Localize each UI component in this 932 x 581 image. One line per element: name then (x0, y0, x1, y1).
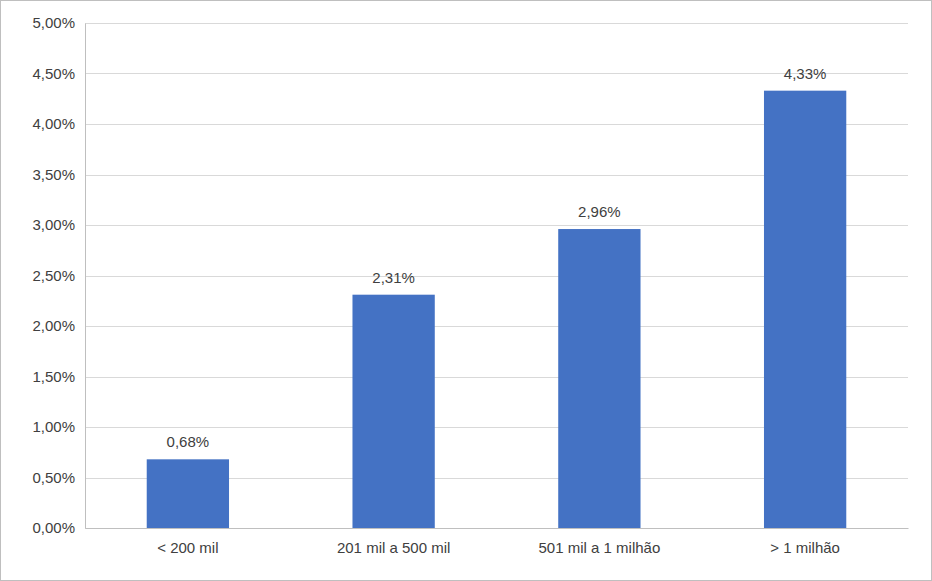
y-tick-label: 1,00% (32, 418, 75, 435)
y-tick-label: 4,50% (32, 65, 75, 82)
data-label: 4,33% (784, 65, 827, 82)
x-tick: < 200 mil (157, 528, 218, 556)
x-tick: 201 mil a 500 mil (337, 528, 450, 556)
y-tick: 5,00% (32, 14, 85, 31)
data-label: 2,31% (372, 269, 415, 286)
bar (147, 459, 229, 528)
y-tick-label: 0,00% (32, 519, 75, 536)
x-tick: > 1 milhão (770, 528, 840, 556)
y-tick: 0,50% (32, 469, 85, 486)
y-tick: 0,00% (32, 519, 85, 536)
grid-line (85, 528, 908, 529)
bar (558, 229, 640, 528)
chart-frame (1, 1, 932, 581)
y-tick-label: 1,50% (32, 368, 75, 385)
x-axis: < 200 mil 201 mil a 500 mil 501 mil a 1 mi… (86, 528, 909, 556)
bar (764, 91, 846, 528)
grid-line (85, 23, 908, 24)
data-label: 0,68% (167, 433, 210, 450)
plot: 0,00% 0,50% 1,00% 1,50% 2,00% 2,50% 3,00% 3,50%… (32, 14, 908, 555)
x-tick-label: > 1 milhão (770, 539, 840, 556)
y-tick: 3,00% (32, 216, 85, 233)
bars (147, 91, 847, 528)
y-tick-label: 3,00% (32, 216, 75, 233)
chart: 0,00% 0,50% 1,00% 1,50% 2,00% 2,50% 3,00% 3,50%… (0, 0, 932, 581)
y-tick-label: 2,00% (32, 317, 75, 334)
y-tick: 1,50% (32, 368, 85, 385)
x-axis-line (86, 528, 909, 529)
x-tick-label: 501 mil a 1 milhão (539, 539, 661, 556)
y-tick: 2,00% (32, 317, 85, 334)
y-tick: 4,00% (32, 115, 85, 132)
y-tick: 3,50% (32, 166, 85, 183)
y-tick-label: 4,00% (32, 115, 75, 132)
y-tick: 2,50% (32, 267, 85, 284)
data-label: 2,96% (578, 203, 621, 220)
y-axis-line (85, 24, 86, 529)
y-tick-label: 0,50% (32, 469, 75, 486)
grid (85, 24, 908, 529)
y-tick-label: 5,00% (32, 14, 75, 31)
data-labels: 0,68% 2,31% 2,96% 4,33% (167, 65, 827, 451)
y-axis: 0,00% 0,50% 1,00% 1,50% 2,00% 2,50% 3,00% 3,50%… (32, 14, 85, 536)
x-tick-label: 201 mil a 500 mil (337, 539, 450, 556)
y-tick: 1,00% (32, 418, 85, 435)
y-tick: 4,50% (32, 65, 85, 82)
y-tick-label: 2,50% (32, 267, 75, 284)
x-tick: 501 mil a 1 milhão (539, 528, 661, 556)
x-tick-label: < 200 mil (157, 539, 218, 556)
y-tick-label: 3,50% (32, 166, 75, 183)
bar (352, 295, 434, 528)
